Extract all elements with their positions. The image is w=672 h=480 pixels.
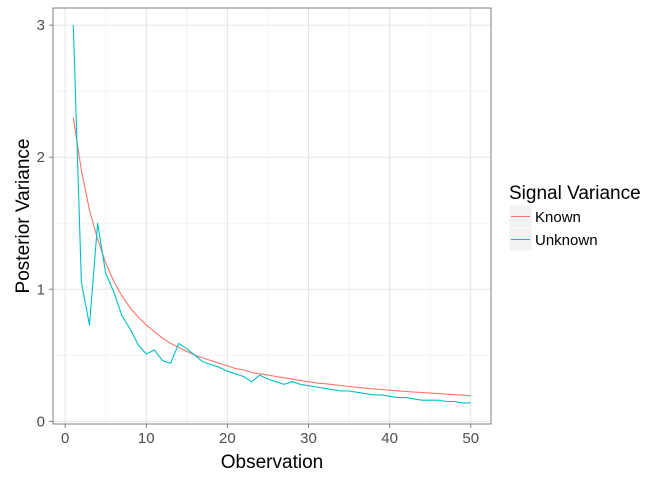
legend-label-unknown: Unknown [535, 232, 598, 249]
y-tick-label: 2 [37, 149, 45, 166]
x-axis-title: Observation [221, 452, 323, 473]
x-tick-label: 50 [462, 430, 479, 447]
y-tick-label: 3 [37, 17, 45, 34]
axis-ticks: 0 10 20 30 40 50 0 1 2 3 [37, 17, 479, 447]
legend-label-known: Known [535, 209, 581, 226]
legend-items: Known Unknown [508, 204, 598, 252]
x-tick-label: 0 [61, 430, 69, 447]
x-tick-label: 30 [300, 430, 317, 447]
y-axis-title: Posterior Variance [13, 139, 34, 294]
grid-lines [53, 8, 491, 424]
x-tick-label: 40 [381, 430, 398, 447]
x-tick-label: 10 [138, 430, 155, 447]
legend: Signal Variance Known Unknown [508, 183, 641, 252]
y-tick-label: 0 [37, 413, 45, 430]
series-line-known [72, 117, 471, 397]
series-line-unknown [72, 25, 471, 404]
y-tick-label: 1 [37, 281, 45, 298]
legend-title: Signal Variance [509, 183, 641, 204]
x-tick-label: 20 [219, 430, 236, 447]
series-layer [72, 25, 471, 404]
plot-panel-border [52, 7, 492, 425]
